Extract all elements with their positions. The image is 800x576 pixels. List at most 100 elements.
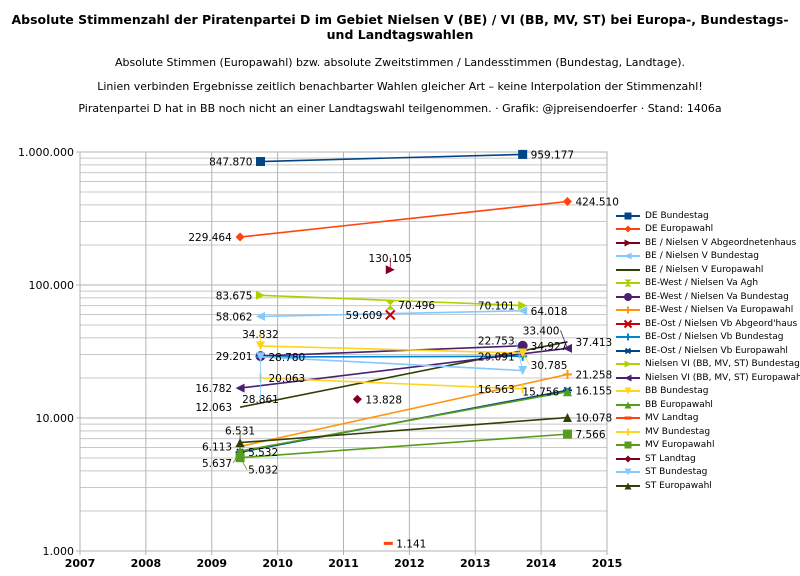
data-point: [624, 360, 632, 368]
data-point: [624, 387, 632, 395]
legend-label: ST Landtag: [645, 453, 696, 464]
legend-item: BB Bundestag: [615, 385, 800, 399]
legend-item: BE-Ost / Nielsen Vb Europawahl: [615, 344, 800, 358]
data-label: 7.566: [575, 429, 605, 441]
chart-title: Absolute Stimmenzahl der Piratenpartei D…: [11, 12, 789, 42]
legend-swatch: [616, 292, 640, 301]
series-line: [260, 355, 523, 372]
data-point: [624, 482, 632, 490]
legend-item: BE-Ost / Nielsen Vb Bundestag: [615, 331, 800, 345]
legend-item: ST Landtag: [615, 452, 800, 466]
legend-swatch: [616, 482, 640, 490]
data-point: [624, 279, 632, 287]
legend-item: DE Bundestag: [615, 209, 800, 223]
series-line: [260, 294, 523, 307]
legend: DE Bundestag DE Europawahl BE / Nielsen V …: [615, 209, 800, 493]
data-label: 5.637: [202, 458, 232, 470]
data-label: 424.510: [575, 196, 618, 208]
legend-label: BE-Ost / Nielsen Vb Europawahl: [645, 345, 788, 356]
data-label: 1.141: [396, 538, 426, 550]
legend-label: MV Europawahl: [645, 440, 715, 451]
data-point: [562, 429, 572, 439]
x-tick-label: 2009: [196, 557, 227, 570]
data-label: 70.496: [398, 300, 435, 312]
legend-label: DE Bundestag: [645, 210, 709, 221]
legend-swatch: [616, 401, 640, 409]
legend-swatch: [616, 416, 640, 420]
series-line: [239, 347, 568, 389]
legend-item: BE-Ost / Nielsen Vb Abgeord'haus: [615, 317, 800, 331]
y-tick-label: 1.000.000: [18, 146, 74, 159]
legend-swatch: [616, 455, 640, 463]
legend-label: BE-West / Nielsen Va Europawahl: [645, 305, 794, 316]
data-label: 28.780: [268, 352, 305, 364]
data-point: [235, 402, 245, 412]
legend-item: Nielsen VI (BB, MV, ST) Bundestag: [615, 358, 800, 372]
label-leader-line: [522, 352, 531, 366]
legend-label: MV Bundestag: [645, 426, 711, 437]
legend-swatch: [616, 428, 640, 436]
label-leader-line: [560, 330, 568, 349]
data-point: [255, 157, 265, 167]
x-tick-label: 2014: [526, 557, 557, 570]
data-label: 12.063: [195, 402, 232, 414]
legend-label: BE-Ost / Nielsen Vb Bundestag: [645, 332, 784, 343]
legend-label: BE-West / Nielsen Va Agh: [645, 278, 759, 289]
series-be-ost-nielsen-vb-abgeord-haus: [385, 309, 396, 321]
legend-item: BE-West / Nielsen Va Bundestag: [615, 290, 800, 304]
data-point: [518, 306, 528, 316]
data-point: [624, 225, 632, 233]
data-label: 10.078: [575, 413, 612, 425]
data-label: 28.861: [242, 394, 279, 406]
data-point: [562, 337, 572, 347]
legend-label: DE Europawahl: [645, 224, 714, 235]
data-label: 29.201: [216, 351, 253, 363]
data-label: 5.032: [248, 465, 278, 477]
legend-swatch: [616, 441, 640, 449]
data-point: [385, 300, 395, 310]
data-point: [627, 428, 629, 436]
legend-label: BE / Nielsen V Abgeordnetenhaus: [645, 237, 797, 248]
series-nielsen-vi-bb-mv-st-bundestag: [255, 290, 528, 311]
data-label: 22.753: [478, 336, 515, 348]
data-label: 34.927: [531, 341, 568, 353]
data-point: [624, 401, 632, 409]
data-point: [624, 441, 632, 449]
data-label: 847.870: [209, 157, 252, 169]
legend-swatch: [616, 306, 640, 314]
data-label: 16.155: [575, 385, 612, 397]
data-label: 6.113: [202, 441, 232, 453]
legend-item: MV Landtag: [615, 412, 800, 426]
data-point: [518, 149, 528, 159]
legend-label: ST Europawahl: [645, 480, 712, 491]
legend-label: BE / Nielsen V Europawahl: [645, 264, 764, 275]
data-point: [352, 394, 362, 404]
legend-swatch: [616, 360, 640, 368]
data-label: 5.532: [248, 447, 278, 459]
series-be-west-nielsen-va-agh: [385, 300, 395, 310]
series-de-bundestag: [255, 149, 528, 167]
legend-swatch: [616, 319, 640, 328]
data-point: [562, 413, 572, 423]
data-point: [385, 309, 396, 321]
data-label: 59.609: [346, 310, 383, 322]
data-point: [235, 383, 245, 393]
legend-swatch: [616, 225, 640, 233]
series-line: [239, 390, 568, 452]
data-label: 229.464: [188, 232, 232, 244]
data-point: [517, 340, 528, 351]
data-label: 70.101: [478, 301, 515, 313]
x-tick-label: 2013: [460, 557, 491, 570]
series-line: [239, 373, 568, 448]
y-tick-label: 1.000: [43, 545, 75, 558]
series-line: [239, 200, 568, 238]
x-tick-label: 2011: [328, 557, 359, 570]
legend-item: BE-West / Nielsen Va Agh: [615, 277, 800, 291]
legend-item: ST Europawahl: [615, 479, 800, 493]
legend-swatch: [616, 239, 640, 247]
legend-item: BE / Nielsen V Bundestag: [615, 250, 800, 264]
data-point: [624, 455, 632, 463]
series-line: [240, 433, 568, 459]
x-tick-label: 2007: [65, 557, 96, 570]
